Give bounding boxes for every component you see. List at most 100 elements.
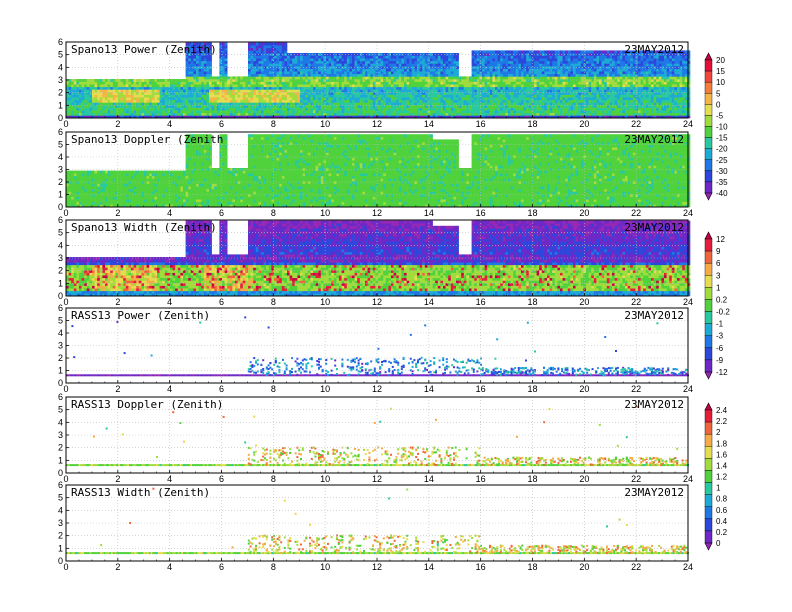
heat-cell <box>419 68 423 72</box>
heat-cell <box>544 102 548 106</box>
heat-cell <box>258 66 262 69</box>
heat-cell <box>154 112 158 116</box>
heat-cell <box>575 92 579 95</box>
heat-cell <box>549 94 553 98</box>
heat-cell <box>138 84 142 88</box>
heat-cell <box>505 102 509 106</box>
heat-cell <box>271 97 275 101</box>
heat-cell <box>583 63 587 67</box>
heat-cell <box>294 92 298 95</box>
heat-cell <box>539 55 543 59</box>
heat-cell <box>547 66 550 69</box>
heat-cell <box>310 60 314 64</box>
heat-cell <box>274 66 277 69</box>
heat-cell <box>385 76 389 80</box>
heat-cell <box>346 89 350 93</box>
heat-cell <box>333 86 337 90</box>
heat-cell <box>586 84 589 88</box>
heat-cell <box>588 112 592 116</box>
heat-cell <box>604 63 608 67</box>
heat-cell <box>263 89 267 93</box>
heat-cell <box>268 97 272 101</box>
heat-cell <box>211 105 215 108</box>
heat-cell <box>359 107 363 111</box>
heat-cell <box>229 110 233 114</box>
heat-cell <box>157 81 160 85</box>
heat-cell <box>479 81 483 85</box>
heat-cell <box>508 66 511 69</box>
heat-cell <box>526 68 530 72</box>
heat-cell <box>175 105 179 108</box>
heat-cell <box>417 53 420 56</box>
heat-cell <box>214 79 218 82</box>
heat-cell <box>255 50 259 54</box>
heat-cell <box>505 58 509 62</box>
heat-cell <box>432 94 436 98</box>
heat-cell <box>352 107 355 111</box>
heat-cell <box>302 68 306 72</box>
heat-cell <box>372 79 376 82</box>
heat-cell <box>534 58 537 62</box>
heat-cell <box>164 79 168 82</box>
heat-cell <box>258 81 262 85</box>
heat-cell <box>341 89 345 93</box>
heat-cell <box>216 99 220 103</box>
heat-cell <box>300 92 303 95</box>
heat-cell <box>164 84 168 88</box>
heat-cell <box>518 92 522 95</box>
heat-cell <box>320 105 324 108</box>
heat-cell <box>541 105 545 108</box>
heat-cell <box>409 63 413 67</box>
heat-cell <box>580 81 584 85</box>
heat-cell <box>183 112 186 116</box>
heat-cell <box>276 68 280 72</box>
heat-cell <box>94 102 98 106</box>
heat-cell <box>510 60 514 64</box>
heat-cell <box>440 84 444 88</box>
heat-cell <box>287 71 290 75</box>
heat-cell <box>570 89 574 93</box>
heat-cell <box>554 66 558 69</box>
heat-cell <box>68 99 72 103</box>
heat-cell <box>86 86 90 90</box>
heat-cell <box>536 105 540 108</box>
heat-cell <box>479 79 483 82</box>
heat-cell <box>118 99 121 103</box>
heat-cell <box>385 115 389 119</box>
heat-cell <box>560 107 563 111</box>
heat-cell <box>305 107 309 111</box>
heat-cell <box>510 97 514 101</box>
heat-cell <box>79 89 82 93</box>
heat-cell <box>573 89 576 93</box>
heat-cell <box>175 102 179 106</box>
heat-cell <box>484 63 488 67</box>
heat-cell <box>310 71 314 75</box>
heat-cell <box>266 86 270 90</box>
heat-cell <box>307 97 311 101</box>
heat-cell <box>222 58 225 62</box>
heat-cell <box>227 94 231 98</box>
heat-cell <box>609 110 613 114</box>
heat-cell <box>253 89 257 93</box>
heat-cell <box>367 99 371 103</box>
heat-cell <box>383 71 387 75</box>
heat-cell <box>495 55 498 59</box>
heat-cell <box>81 92 85 95</box>
heat-cell <box>315 102 319 106</box>
heat-cell <box>393 97 397 101</box>
heat-cell <box>474 102 478 106</box>
heat-cell <box>604 89 608 93</box>
heat-cell <box>292 58 296 62</box>
heat-cell <box>474 107 478 111</box>
heat-cell <box>599 76 602 80</box>
heat-cell <box>315 55 319 59</box>
heat-cell <box>284 81 288 85</box>
heat-cell <box>508 84 511 88</box>
heat-cell <box>214 84 218 88</box>
heat-cell <box>118 107 121 111</box>
heat-cell <box>250 99 254 103</box>
heat-cell <box>274 94 277 98</box>
heat-cell <box>396 89 400 93</box>
heat-cell <box>105 110 108 114</box>
